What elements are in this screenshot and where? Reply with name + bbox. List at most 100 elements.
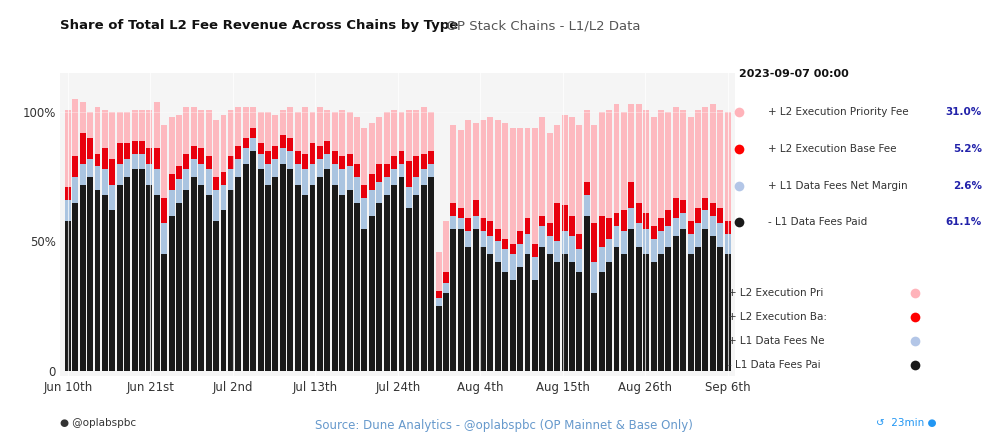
Bar (510, 128, 516, 244)
Bar (518, 244, 523, 267)
Bar (613, 105, 619, 213)
Text: + L2 Execution Ba:: + L2 Execution Ba: (728, 312, 828, 322)
Bar (183, 190, 189, 371)
Bar (717, 223, 723, 247)
Bar (717, 208, 723, 223)
Bar (168, 190, 174, 216)
Bar (236, 146, 242, 159)
Bar (384, 177, 390, 195)
Bar (688, 118, 694, 221)
Bar (295, 184, 301, 371)
Bar (273, 159, 278, 177)
Bar (139, 110, 145, 141)
Bar (362, 229, 368, 371)
Bar (518, 267, 523, 371)
Bar (681, 200, 686, 213)
Bar (377, 203, 383, 371)
Bar (102, 195, 108, 371)
Bar (525, 128, 531, 218)
Bar (399, 112, 405, 151)
Bar (569, 236, 575, 262)
Bar (64, 110, 70, 187)
Bar (243, 107, 249, 138)
Bar (591, 293, 597, 371)
Bar (576, 273, 582, 371)
Bar (547, 133, 553, 223)
Bar (139, 169, 145, 371)
Bar (228, 169, 234, 190)
Bar (576, 234, 582, 249)
Bar (346, 190, 352, 371)
Bar (354, 164, 359, 177)
Bar (95, 166, 101, 190)
Bar (591, 125, 597, 223)
Bar (487, 118, 493, 221)
Bar (465, 120, 471, 218)
Bar (450, 203, 456, 216)
Bar (273, 146, 278, 159)
Bar (480, 231, 486, 247)
Bar (540, 247, 546, 371)
Bar (250, 138, 256, 151)
Bar (236, 107, 242, 146)
Bar (703, 210, 708, 229)
Bar (221, 184, 227, 210)
Bar (110, 112, 115, 159)
Bar (102, 169, 108, 195)
Bar (688, 234, 694, 254)
Bar (124, 159, 130, 177)
Text: + L1 Data Fees Net Margin: + L1 Data Fees Net Margin (768, 181, 908, 191)
Bar (302, 107, 308, 153)
Bar (280, 110, 286, 136)
Bar (569, 118, 575, 216)
Bar (198, 164, 204, 184)
Bar (154, 102, 160, 149)
Bar (95, 190, 101, 371)
Bar (346, 153, 352, 166)
Bar (532, 257, 538, 280)
Bar (532, 280, 538, 371)
Bar (309, 164, 315, 184)
Bar (88, 159, 93, 177)
Text: Source: Dune Analytics - @oplabspbc (OP Mainnet & Base Only): Source: Dune Analytics - @oplabspbc (OP … (314, 419, 693, 432)
Text: - L1 Data Fees Paid: - L1 Data Fees Paid (768, 217, 868, 228)
Bar (695, 208, 701, 223)
Bar (176, 115, 182, 166)
Bar (317, 107, 323, 146)
Bar (191, 107, 196, 146)
Bar (591, 223, 597, 262)
Bar (183, 153, 189, 169)
Bar (725, 221, 731, 234)
Bar (540, 226, 546, 247)
Bar (228, 110, 234, 156)
Text: OP Stack Chains - L1/L2 Data: OP Stack Chains - L1/L2 Data (438, 19, 640, 32)
Bar (124, 112, 130, 143)
Bar (502, 249, 509, 273)
Text: ● @oplabspbc: ● @oplabspbc (60, 418, 137, 428)
Bar (258, 143, 264, 153)
Bar (168, 118, 174, 174)
Bar (710, 203, 716, 216)
Bar (651, 239, 657, 262)
Bar (406, 187, 412, 208)
Bar (599, 247, 604, 273)
Bar (621, 231, 627, 254)
Bar (681, 229, 686, 371)
Bar (584, 182, 590, 195)
Bar (198, 110, 204, 149)
Bar (710, 105, 716, 203)
Bar (525, 254, 531, 371)
Bar (569, 216, 575, 236)
Bar (635, 247, 641, 371)
Bar (710, 236, 716, 371)
Bar (273, 177, 278, 371)
Bar (324, 110, 330, 141)
Bar (547, 223, 553, 236)
Bar (406, 161, 412, 187)
Bar (384, 164, 390, 177)
Bar (132, 153, 138, 169)
Bar (621, 254, 627, 371)
Bar (525, 234, 531, 254)
Bar (532, 244, 538, 257)
Bar (287, 169, 293, 371)
